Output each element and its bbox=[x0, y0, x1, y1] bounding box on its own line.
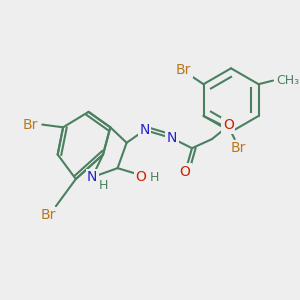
Text: N: N bbox=[87, 170, 97, 184]
Text: Br: Br bbox=[231, 141, 246, 155]
Text: H: H bbox=[98, 179, 108, 192]
Text: N: N bbox=[140, 123, 150, 137]
Text: Br: Br bbox=[176, 63, 191, 77]
Text: N: N bbox=[167, 131, 177, 145]
Text: CH₃: CH₃ bbox=[277, 74, 300, 87]
Text: Br: Br bbox=[23, 118, 38, 132]
Text: O: O bbox=[136, 170, 147, 184]
Text: H: H bbox=[149, 171, 159, 184]
Text: Br: Br bbox=[41, 208, 56, 222]
Text: O: O bbox=[179, 165, 190, 179]
Text: O: O bbox=[223, 118, 234, 133]
